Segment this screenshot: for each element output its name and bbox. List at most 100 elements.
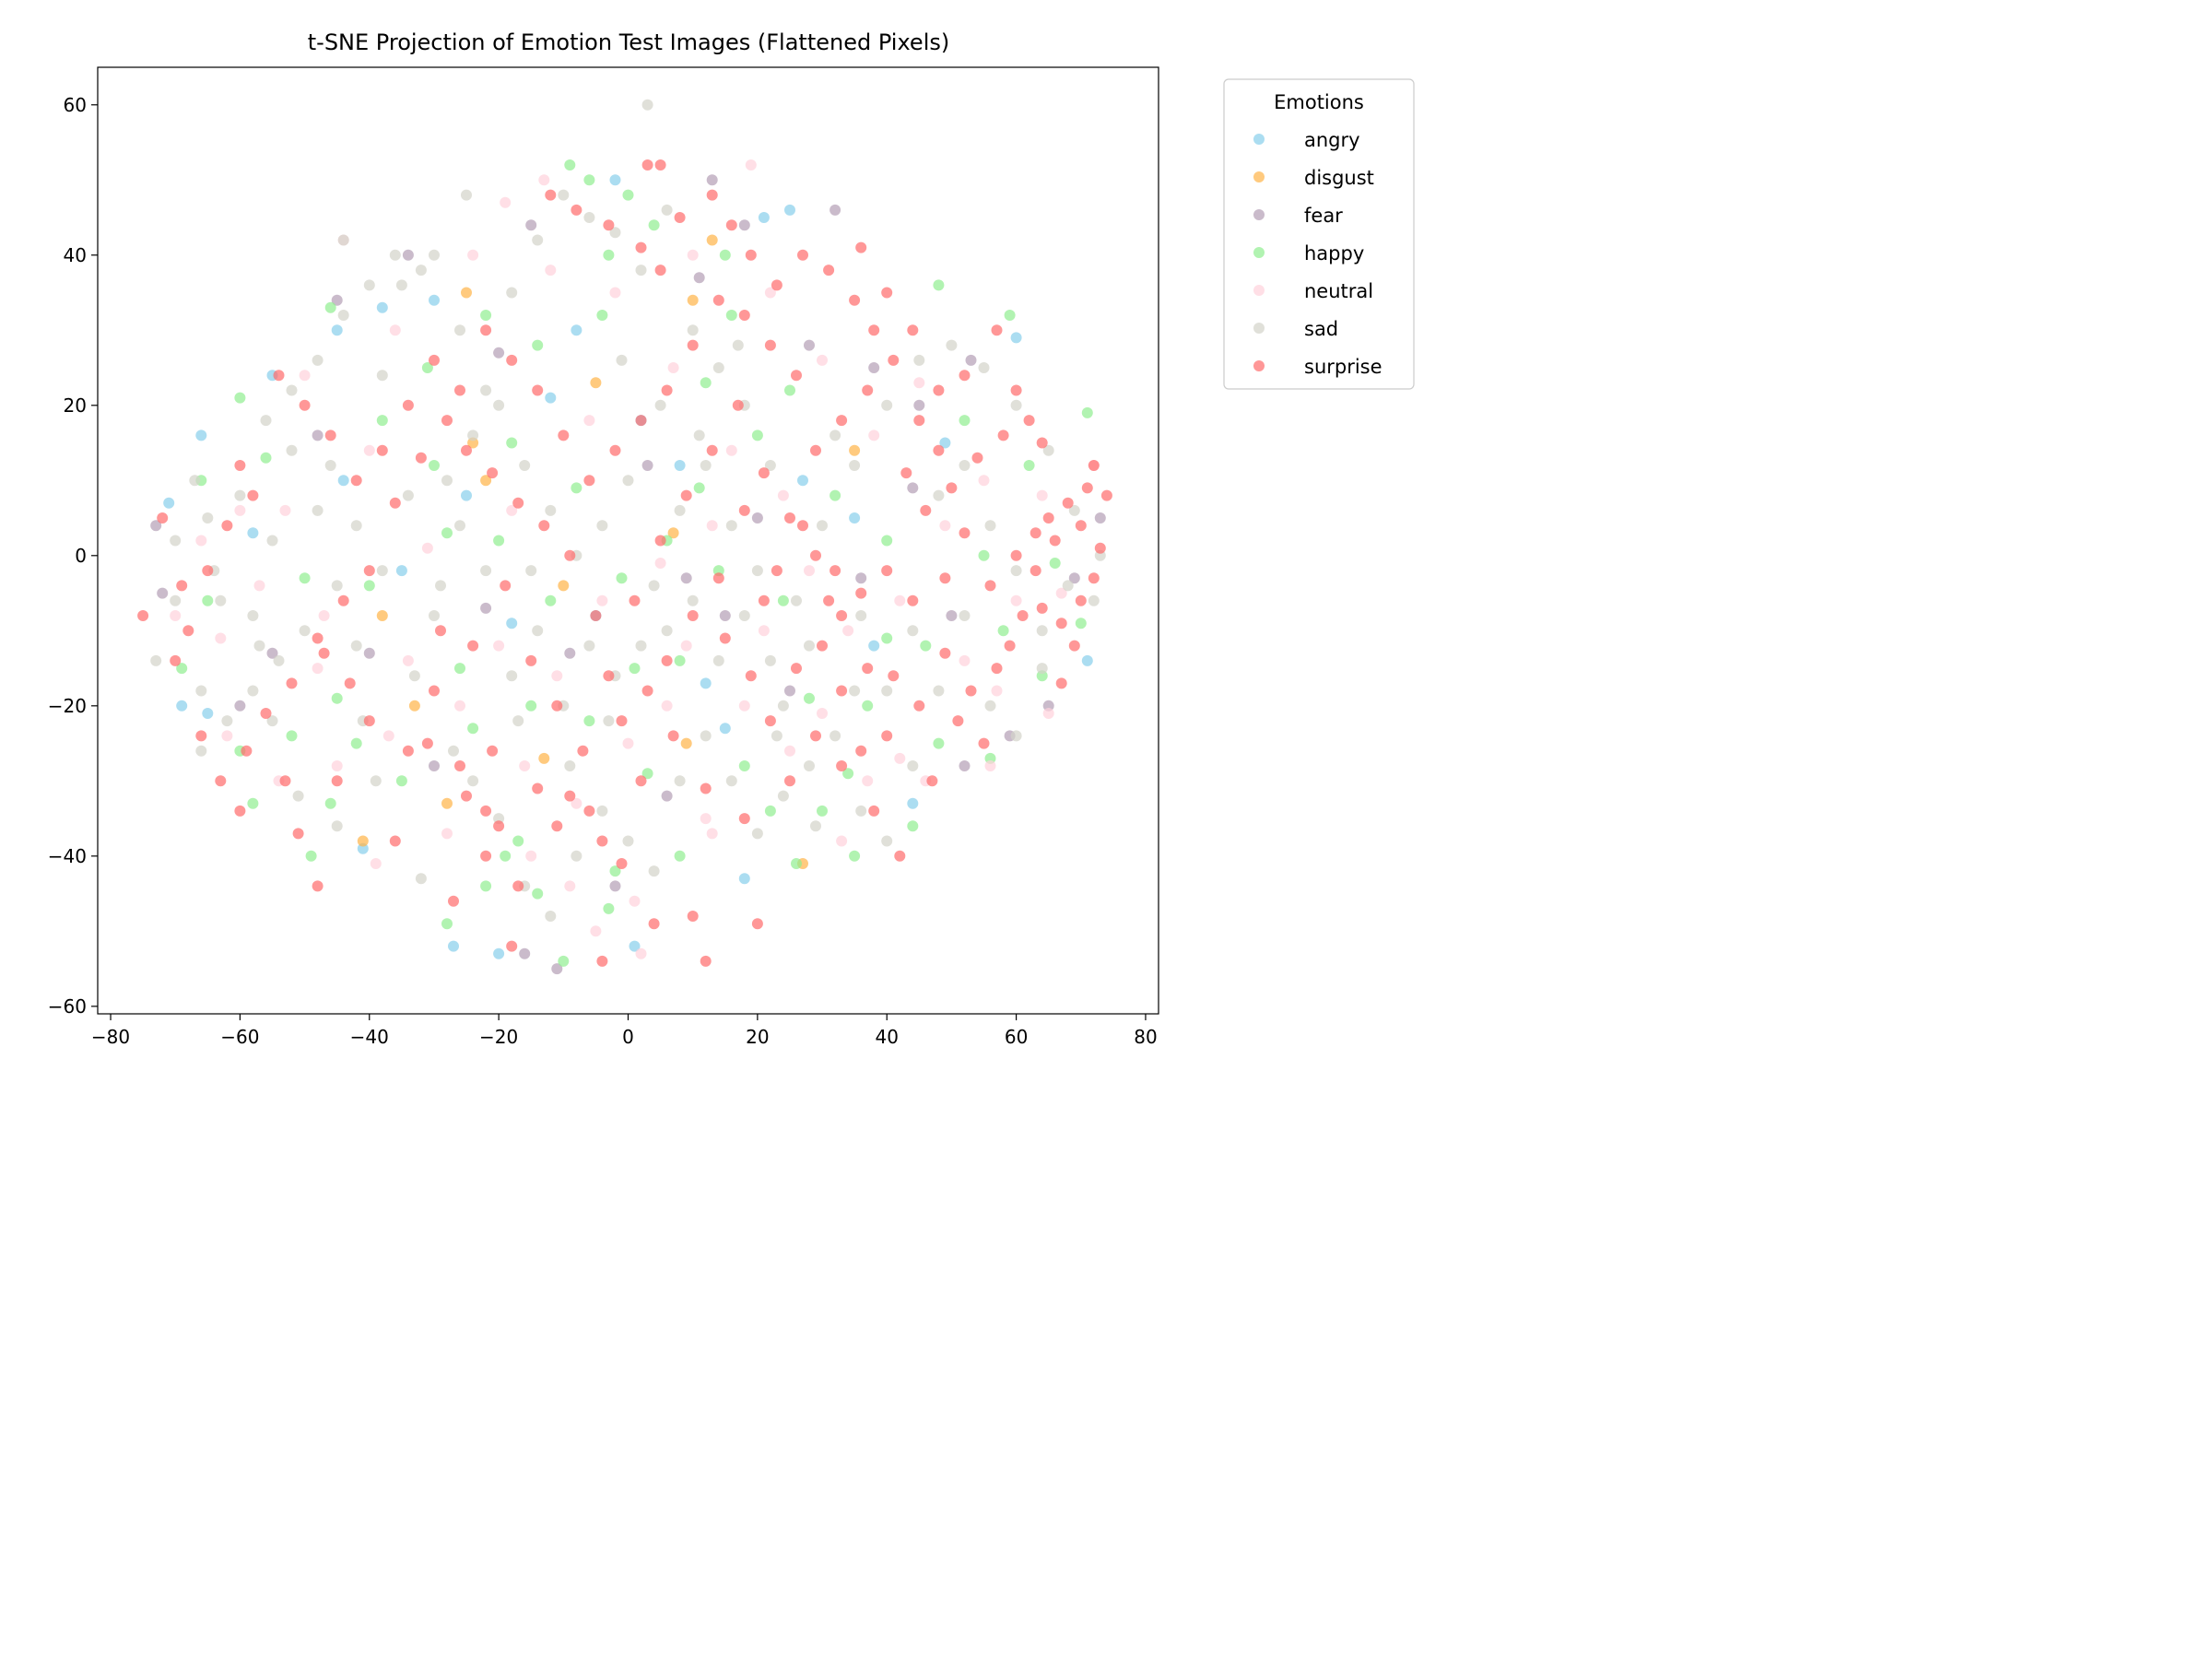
happy-point bbox=[564, 159, 576, 171]
happy-point bbox=[842, 768, 854, 780]
sad-point bbox=[441, 475, 453, 487]
fear-point bbox=[706, 174, 718, 186]
surprise-point bbox=[279, 775, 291, 787]
surprise-point bbox=[603, 670, 615, 682]
sad-point bbox=[402, 489, 414, 501]
angry-point bbox=[758, 212, 770, 223]
sad-point bbox=[1068, 504, 1080, 516]
surprise-point bbox=[260, 708, 272, 719]
neutral-point bbox=[777, 489, 789, 501]
surprise-point bbox=[635, 241, 647, 253]
happy-point bbox=[350, 737, 362, 749]
surprise-point bbox=[312, 880, 324, 892]
neutral-point bbox=[680, 640, 692, 652]
y-tick-label: −20 bbox=[48, 695, 87, 717]
legend-label: happy bbox=[1304, 242, 1364, 265]
happy-point bbox=[1023, 460, 1035, 471]
fear-point bbox=[913, 399, 925, 411]
neutral-point bbox=[571, 797, 582, 809]
y-tick-label: 0 bbox=[75, 545, 87, 567]
neutral-point bbox=[913, 377, 925, 389]
angry-point bbox=[461, 489, 472, 501]
sad-point bbox=[725, 775, 737, 787]
sad-point bbox=[512, 715, 524, 727]
neutral-point bbox=[978, 475, 990, 487]
sad-point bbox=[312, 354, 324, 366]
sad-point bbox=[791, 594, 802, 606]
neutral-point bbox=[745, 159, 757, 171]
angry-point bbox=[738, 873, 750, 885]
happy-point bbox=[480, 880, 492, 892]
surprise-point bbox=[836, 685, 848, 697]
angry-point bbox=[202, 708, 214, 719]
sad-point bbox=[881, 399, 893, 411]
surprise-point bbox=[1036, 437, 1048, 449]
happy-point bbox=[363, 580, 375, 592]
happy-point bbox=[324, 797, 336, 809]
sad-point bbox=[725, 520, 737, 532]
surprise-point bbox=[868, 324, 880, 336]
happy-point bbox=[725, 310, 737, 321]
fear-point bbox=[493, 347, 505, 359]
sad-point bbox=[978, 362, 990, 373]
disgust-point bbox=[849, 444, 861, 456]
neutral-point bbox=[363, 444, 375, 456]
surprise-point bbox=[745, 670, 757, 682]
surprise-point bbox=[888, 670, 900, 682]
x-tick-label: −40 bbox=[350, 1026, 389, 1048]
surprise-point bbox=[512, 880, 524, 892]
neutral-point bbox=[667, 362, 679, 373]
tsne-scatter-chart: t-SNE Projection of Emotion Test Images … bbox=[0, 0, 1438, 1078]
x-tick-label: −80 bbox=[91, 1026, 130, 1048]
angry-point bbox=[1010, 332, 1022, 344]
surprise-point bbox=[500, 580, 512, 592]
neutral-point bbox=[622, 737, 634, 749]
happy-point bbox=[648, 219, 660, 231]
sad-point bbox=[150, 654, 162, 666]
angry-point bbox=[609, 174, 621, 186]
legend-marker bbox=[1253, 209, 1265, 220]
fear-point bbox=[1068, 572, 1080, 584]
surprise-point bbox=[855, 745, 867, 757]
happy-point bbox=[532, 888, 544, 900]
surprise-point bbox=[1030, 527, 1041, 539]
happy-point bbox=[764, 805, 776, 817]
surprise-point bbox=[363, 565, 375, 577]
sad-point bbox=[751, 565, 763, 577]
sad-point bbox=[700, 730, 712, 742]
sad-point bbox=[331, 580, 343, 592]
surprise-point bbox=[725, 219, 737, 231]
sad-point bbox=[202, 512, 214, 524]
sad-point bbox=[266, 715, 278, 727]
sad-point bbox=[545, 504, 557, 516]
sad-point bbox=[247, 685, 259, 697]
neutral-point bbox=[991, 685, 1003, 697]
surprise-point bbox=[389, 835, 401, 847]
neutral-point bbox=[234, 504, 246, 516]
points-layer bbox=[137, 99, 1112, 975]
sad-point bbox=[480, 384, 492, 396]
sad-point bbox=[337, 234, 349, 246]
surprise-point bbox=[1042, 512, 1054, 524]
sad-point bbox=[370, 775, 382, 787]
surprise-point bbox=[376, 444, 388, 456]
legend-label: sad bbox=[1304, 318, 1338, 340]
neutral-point bbox=[609, 287, 621, 299]
sad-point bbox=[693, 429, 705, 441]
sad-point bbox=[506, 670, 518, 682]
surprise-point bbox=[402, 399, 414, 411]
sad-point bbox=[247, 610, 259, 621]
surprise-point bbox=[862, 384, 874, 396]
surprise-point bbox=[654, 535, 666, 547]
sad-point bbox=[454, 520, 465, 532]
surprise-point bbox=[959, 527, 971, 539]
surprise-point bbox=[797, 249, 808, 261]
surprise-point bbox=[654, 159, 666, 171]
surprise-point bbox=[836, 760, 848, 771]
surprise-point bbox=[324, 429, 336, 441]
surprise-point bbox=[797, 520, 808, 532]
surprise-point bbox=[700, 782, 712, 794]
sad-point bbox=[777, 790, 789, 802]
surprise-point bbox=[441, 415, 453, 427]
sad-point bbox=[480, 565, 492, 577]
